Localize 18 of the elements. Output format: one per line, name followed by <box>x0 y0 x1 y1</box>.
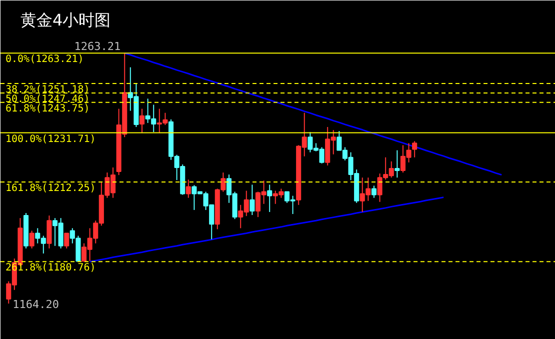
candlestick <box>186 179 191 198</box>
candlestick <box>412 140 418 158</box>
ref-line-label: 50.0%(1247.46) <box>6 94 90 105</box>
candlestick <box>267 184 272 212</box>
candlestick <box>250 184 255 216</box>
candlestick <box>29 230 34 249</box>
annotation: 1263.21 <box>74 40 121 54</box>
ref-line-label: 61.8%(1243.75) <box>6 103 90 114</box>
candlestick <box>394 150 400 178</box>
candlestick <box>64 232 70 249</box>
text: 黄金4小时图 <box>20 10 111 30</box>
annotation: 1164.20 <box>12 298 59 312</box>
candlestick <box>371 185 377 198</box>
candlestick <box>139 108 145 134</box>
ref-line-label: 100.0%(1231.71) <box>6 134 96 145</box>
ref-line-label: 161.8%(1212.25) <box>6 183 96 194</box>
ref-line-label: 0.0%(1263.21) <box>6 54 84 66</box>
candlestick <box>46 215 52 249</box>
